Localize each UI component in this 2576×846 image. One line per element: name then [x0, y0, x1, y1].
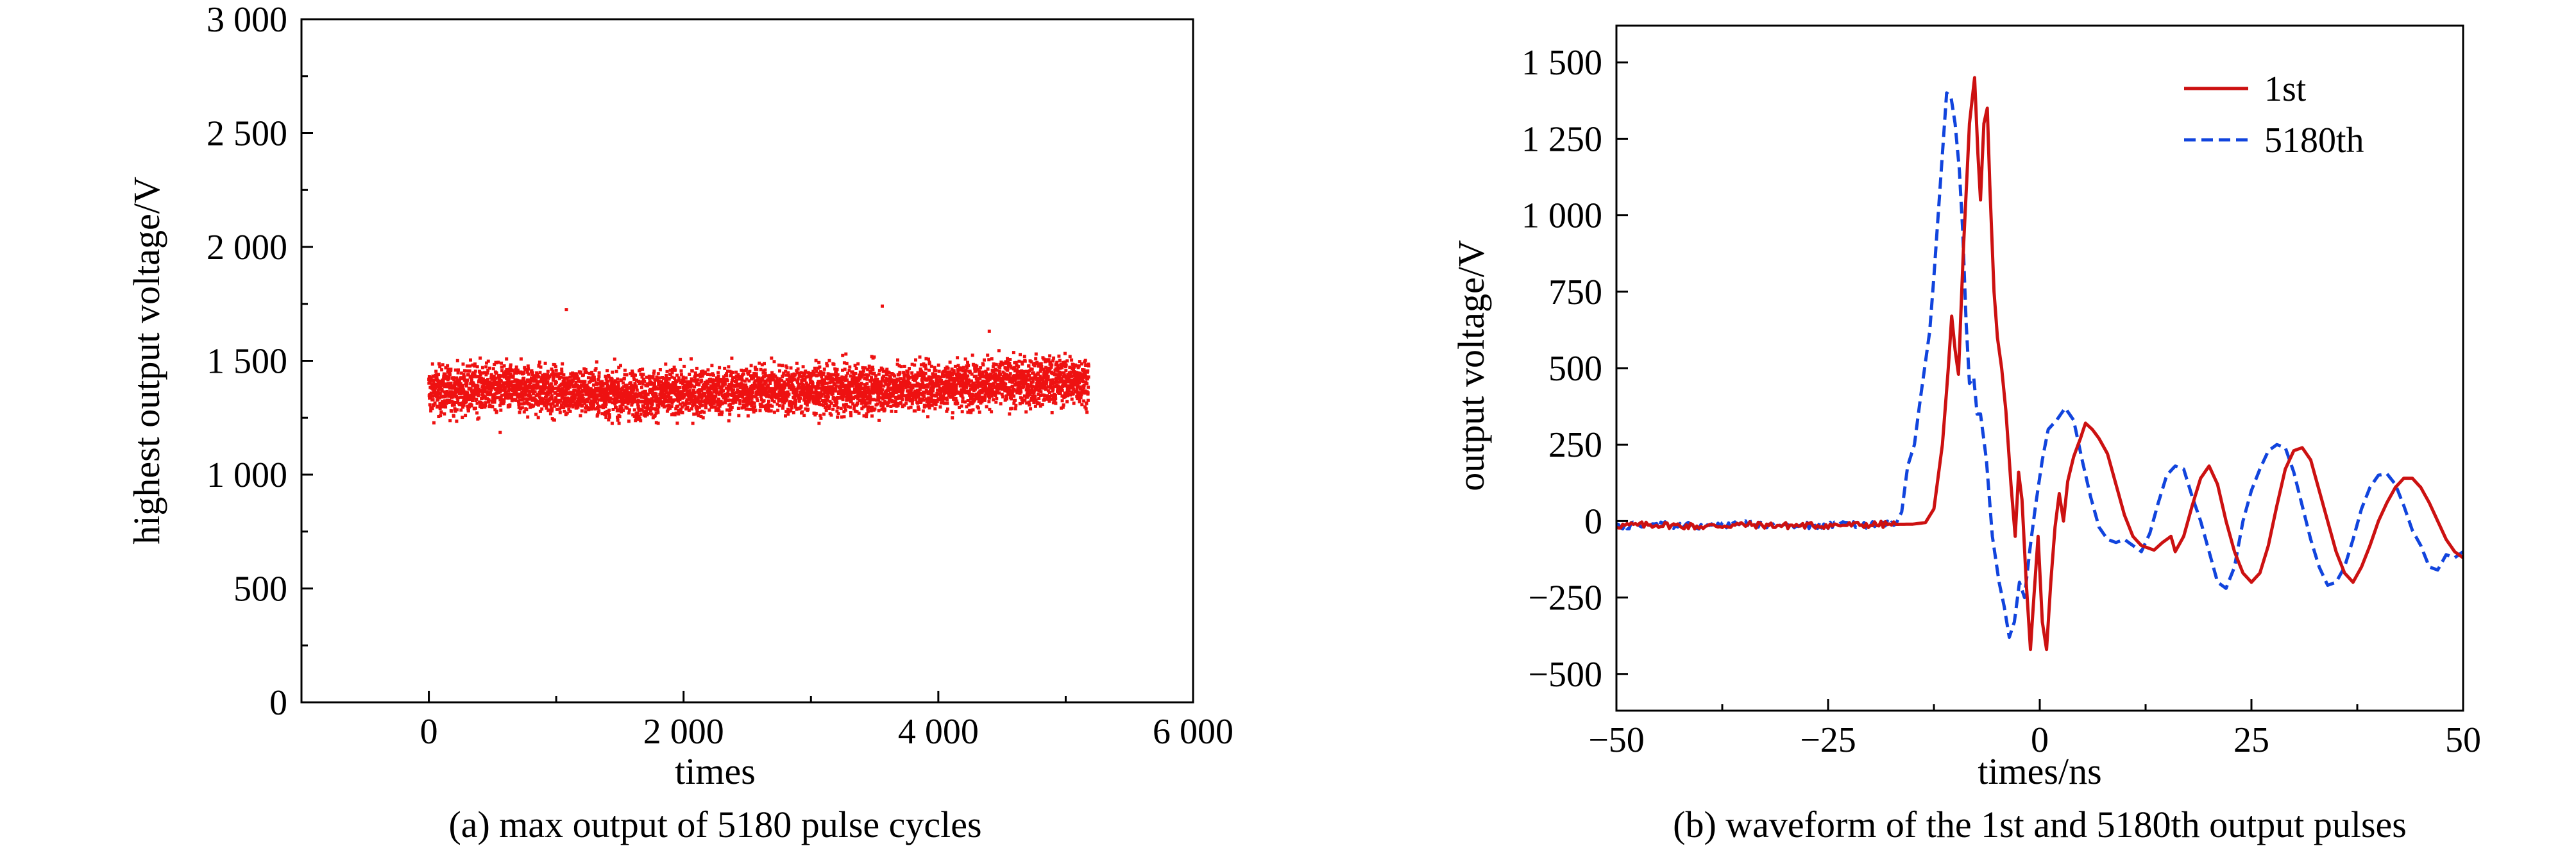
- panel-b-ylabel: output voltage/V: [1450, 240, 1492, 491]
- panel-a-ticks: 0 500 1 000 1 500 2 000 2 500 3 000 0 2 000 4 000…: [207, 0, 1233, 752]
- panel-a-ytick-label: 1 000: [207, 455, 287, 495]
- panel-a-points: [427, 304, 1090, 434]
- panel-b-ytick-label: −500: [1528, 655, 1602, 695]
- panel-b-xtick-label: 25: [2233, 720, 2269, 760]
- panel-a-xtick-label: 4 000: [898, 712, 979, 752]
- panel-b-xtick-label: −50: [1588, 720, 1645, 760]
- panel-a-ytick-label: 0: [269, 683, 287, 723]
- panel-a-xtick-label: 6 000: [1153, 712, 1233, 752]
- panel-a-caption: (a) max output of 5180 pulse cycles: [448, 804, 981, 845]
- panel-b-ytick-label: 0: [1584, 502, 1602, 541]
- legend-label: 1st: [2264, 69, 2307, 109]
- scatter-points: [427, 304, 1090, 434]
- panel-b-ytick-label: −250: [1528, 579, 1602, 618]
- panel-a-xtick-label: 2 000: [643, 712, 724, 752]
- legend-label: 5180th: [2264, 121, 2364, 160]
- panel-a-ytick-label: 1 500: [207, 342, 287, 382]
- panel-b-xtick-label: −25: [1800, 720, 1856, 760]
- panel-b-xtick-label: 50: [2445, 720, 2481, 760]
- panel-a-ytick-label: 2 500: [207, 114, 287, 154]
- panel-b-caption: (b) waveform of the 1st and 5180th outpu…: [1673, 804, 2407, 845]
- panel-b-ytick-label: 750: [1548, 273, 1602, 312]
- panel-a-xlabel: times: [675, 750, 756, 792]
- panel-a-ytick-label: 500: [233, 570, 287, 609]
- panel-a-ylabel: highest output voltage/V: [126, 176, 167, 545]
- panel-b-lines: [1616, 76, 2464, 652]
- panel-a-ytick-label: 2 000: [207, 228, 287, 267]
- panel-b-xlabel: times/ns: [1978, 750, 2101, 792]
- panel-b-ytick-label: 1 250: [1521, 119, 1602, 159]
- panel-a-xtick-label: 0: [420, 712, 438, 752]
- panel-a-ytick-label: 3 000: [207, 0, 287, 40]
- panel-b-xtick-label: 0: [2031, 720, 2049, 760]
- panel-a: 0 500 1 000 1 500 2 000 2 500 3 000 0 2 000 4 000…: [126, 0, 1233, 845]
- panel-b-ytick-label: 1 000: [1521, 196, 1602, 236]
- panel-b-ytick-label: 1 500: [1521, 43, 1602, 83]
- series-line-1st: [1616, 76, 2464, 652]
- panel-b-ytick-label: 500: [1548, 349, 1602, 389]
- panel-b-ytick-label: 250: [1548, 425, 1602, 465]
- panel-b-legend: 1st 5180th: [2184, 69, 2364, 160]
